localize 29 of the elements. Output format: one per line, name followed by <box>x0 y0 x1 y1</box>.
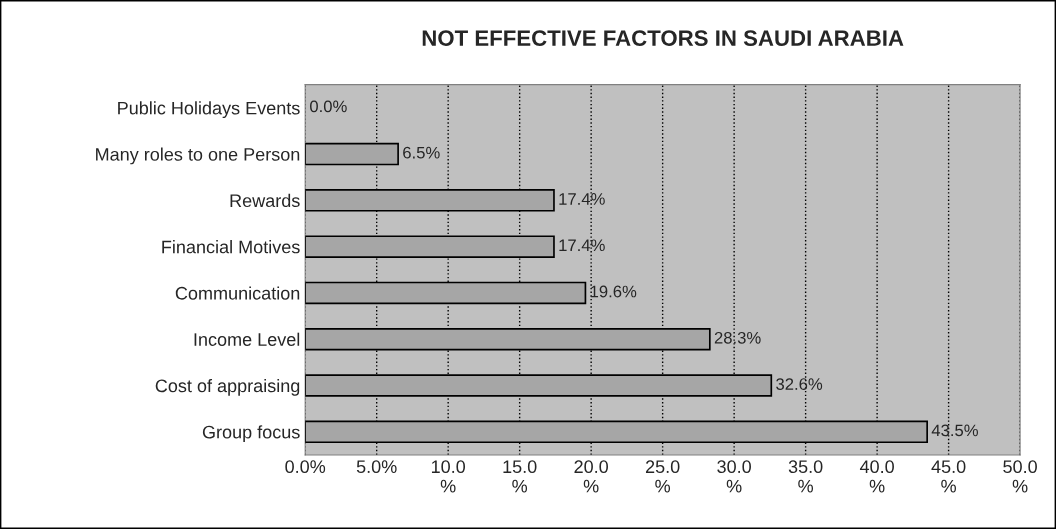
y-tick-label: Communication <box>175 286 300 300</box>
data-label: 6.5% <box>403 146 440 159</box>
data-label: 28.3% <box>714 331 761 344</box>
x-tick-label: 35.0 % <box>788 460 823 493</box>
y-tick-label: Public Holidays Events <box>118 101 300 119</box>
y-tick-label: Rewards <box>230 193 300 208</box>
x-tick-label: 0.0% <box>285 460 326 474</box>
x-tick-label: 30.0 % <box>717 460 751 493</box>
x-tick-label: 10.0 % <box>431 460 466 493</box>
x-tick-label: 5.0% <box>356 460 397 474</box>
y-tick-label: Many roles to one Person <box>96 147 300 165</box>
x-tick-label: 20.0 % <box>574 460 609 493</box>
x-tick-label: 15.0 % <box>503 460 537 493</box>
chart-title: NOT EFFECTIVE FACTORS IN SAUDI ARABIA <box>422 30 904 46</box>
data-label: 43.5% <box>931 424 978 437</box>
y-tick-label: Group focus <box>202 425 300 443</box>
x-tick-label: 50.0 % <box>1003 460 1037 493</box>
y-tick-label: Financial Motives <box>162 240 300 254</box>
x-tick-label: 40.0 % <box>859 460 894 493</box>
y-tick-label: Income Level <box>194 332 300 346</box>
data-label: 19.6% <box>590 285 637 298</box>
x-tick-label: 45.0 % <box>931 460 966 493</box>
y-tick-label: Cost of appraising <box>155 378 300 396</box>
x-tick-label: 25.0 % <box>645 460 680 493</box>
data-label: 0.0% <box>310 100 347 113</box>
data-label: 32.6% <box>776 378 823 390</box>
bar <box>305 189 555 212</box>
data-label: 17.4% <box>559 239 605 252</box>
data-label: 17.4% <box>559 193 605 205</box>
